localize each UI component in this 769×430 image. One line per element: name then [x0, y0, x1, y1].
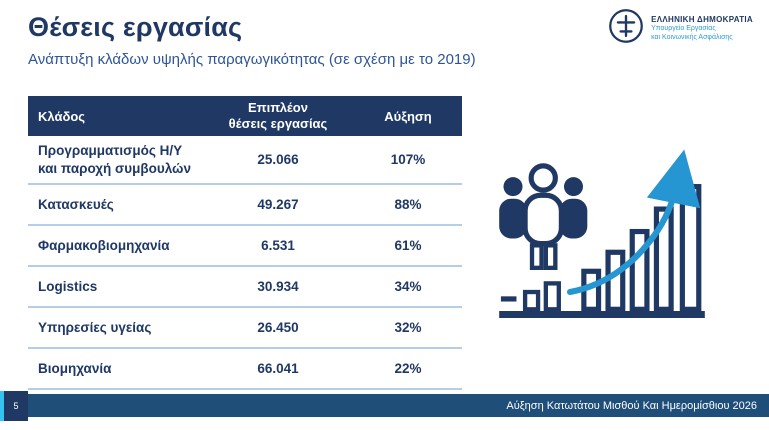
sector-cell: Υπηρεσίες υγείας [38, 319, 152, 335]
page-title: Θέσεις εργασίας [28, 12, 243, 42]
table-row: Φαρμακοβιομηχανία 6.531 61% [28, 226, 462, 268]
increase-cell: 61% [394, 238, 422, 254]
footer-text: Αύξηση Κατωτάτου Μισθού Και Ημερομίσθιου… [506, 399, 757, 412]
increase-cell: 107% [390, 152, 426, 168]
sector-cell: Logistics [38, 278, 98, 294]
table-row: Προγραμματισμός Η/Υ και παροχή συμβουλών… [28, 136, 462, 186]
increase-cell: 34% [394, 279, 422, 295]
header-increase: Αύξηση [384, 108, 432, 124]
sector-cell: Φαρμακοβιομηχανία [38, 237, 170, 253]
jobs-cell: 49.267 [257, 197, 299, 213]
government-logo: ΕΛΛΗΝΙΚΗ ΔΗΜΟΚΡΑΤΙΑ Υπουργείο Εργασίας κ… [608, 8, 753, 49]
increase-cell: 22% [394, 361, 422, 377]
hellenic-republic-emblem-icon [608, 8, 644, 49]
table-row: Κατασκευές 49.267 88% [28, 185, 462, 227]
logo-line-2: Υπουργείο Εργασίας [651, 24, 716, 32]
sector-cell: Προγραμματισμός Η/Υ και παροχή συμβουλών [38, 143, 191, 176]
table-header-row: Κλάδος Επιπλέον θέσεις εργασίας Αύξηση [28, 96, 462, 136]
sector-cell: Κατασκευές [38, 196, 114, 212]
jobs-cell: 26.450 [257, 320, 299, 336]
growth-arrow-icon [567, 149, 701, 296]
logo-text: ΕΛΛΗΝΙΚΗ ΔΗΜΟΚΡΑΤΙΑ Υπουργείο Εργασίας κ… [651, 15, 753, 43]
page-number-badge: 5 [0, 391, 28, 421]
jobs-cell: 66.041 [257, 361, 299, 377]
table-row: Βιομηχανία 66.041 22% [28, 349, 462, 391]
sector-cell: Βιομηχανία [38, 360, 112, 376]
increase-cell: 88% [394, 197, 422, 213]
jobs-cell: 6.531 [261, 238, 295, 254]
logo-line-3: και Κοινωνικής Ασφάλισης [651, 33, 733, 41]
footer-bar: Αύξηση Κατωτάτου Μισθού Και Ημερομίσθιου… [0, 394, 769, 417]
table-row: Logistics 30.934 34% [28, 267, 462, 309]
page-subtitle: Ανάπτυξη κλάδων υψηλής παραγωγικότητας (… [28, 51, 476, 68]
people-growth-bar-chart-icon [494, 140, 710, 330]
jobs-cell: 25.066 [257, 152, 299, 168]
logo-line-1: ΕΛΛΗΝΙΚΗ ΔΗΜΟΚΡΑΤΙΑ [651, 14, 753, 24]
header-sector: Κλάδος [38, 108, 86, 124]
header-jobs: Επιπλέον θέσεις εργασίας [228, 99, 328, 131]
jobs-cell: 30.934 [257, 279, 299, 295]
table-row: Υπηρεσίες υγείας 26.450 32% [28, 308, 462, 350]
sectors-table: Κλάδος Επιπλέον θέσεις εργασίας Αύξηση Π… [28, 96, 462, 391]
increase-cell: 32% [394, 320, 422, 336]
